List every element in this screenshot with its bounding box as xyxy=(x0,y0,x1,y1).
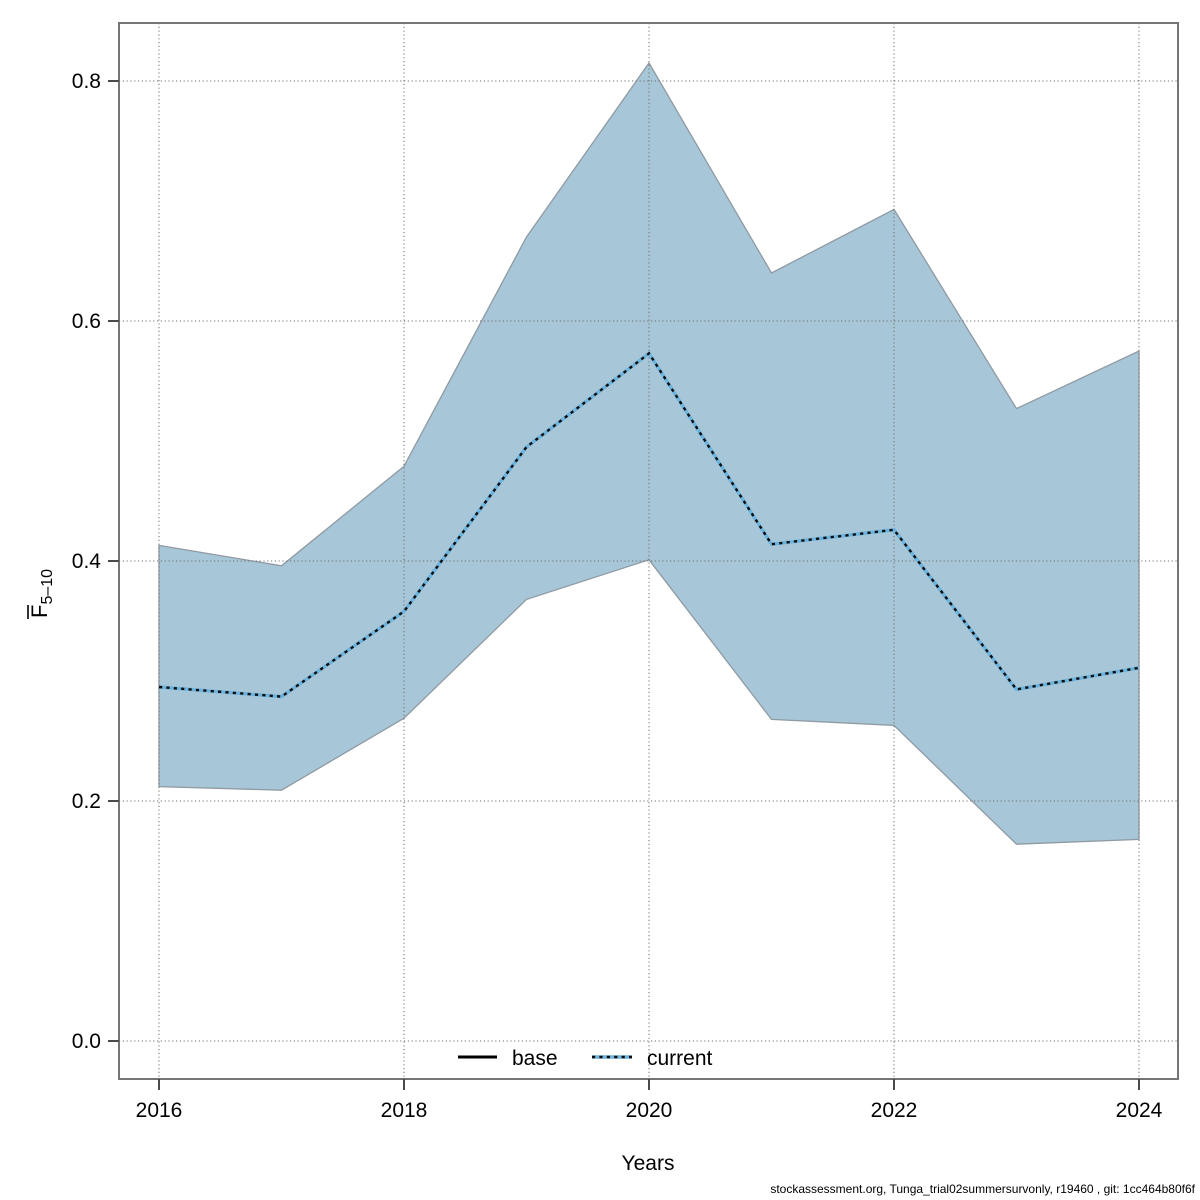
axis-ticks xyxy=(108,80,1140,1090)
y-axis-label-subscript: 5–10 xyxy=(39,569,56,605)
y-tick-label: 0.2 xyxy=(72,790,101,813)
x-tick-label: 2016 xyxy=(136,1099,183,1122)
y-tick-label: 0.8 xyxy=(72,70,101,93)
y-axis-label: F5–10 xyxy=(27,569,56,619)
svg-text:F5–10: F5–10 xyxy=(27,569,56,618)
x-tick-label: 2024 xyxy=(1116,1099,1163,1122)
x-tick-label: 2022 xyxy=(871,1099,918,1122)
x-axis-label: Years xyxy=(622,1152,675,1175)
y-tick-label: 0.0 xyxy=(72,1030,101,1053)
legend: base current xyxy=(458,1047,713,1070)
current-line xyxy=(158,351,1140,698)
y-tick-label: 0.4 xyxy=(72,550,102,573)
gridlines xyxy=(119,23,1178,1079)
y-axis-label-letter: F xyxy=(27,605,52,618)
x-tick-label: 2018 xyxy=(381,1099,428,1122)
axis-tick-labels: 2016 2018 2020 2022 2024 0.0 0.2 0.4 0.6 0.8 xyxy=(72,70,1163,1122)
legend-current-label: current xyxy=(647,1047,713,1070)
y-tick-label: 0.6 xyxy=(72,310,101,333)
legend-base-label: base xyxy=(512,1047,558,1070)
x-tick-label: 2020 xyxy=(626,1099,673,1122)
footer-source-text: stockassessment.org, Tunga_trial02summer… xyxy=(770,1182,1195,1196)
